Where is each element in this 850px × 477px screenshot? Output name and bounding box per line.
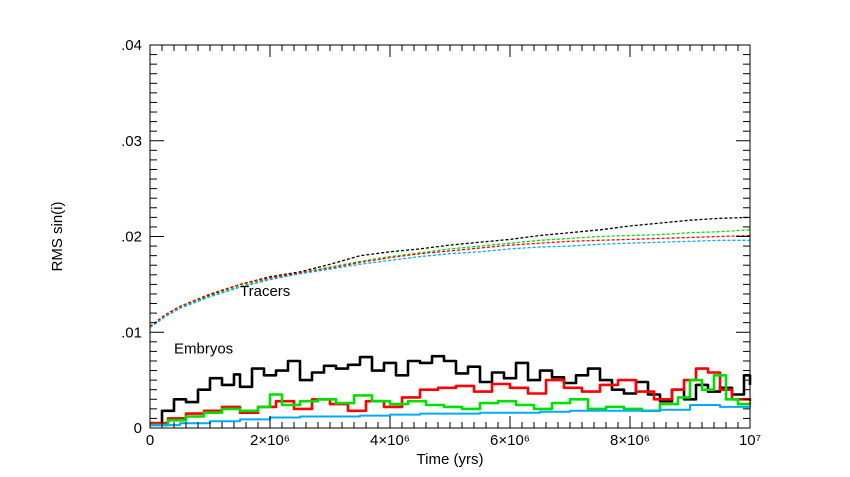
x-tick-label: 10⁷ [739,432,761,449]
y-tick-label: .02 [121,229,142,246]
y-tick-label: .01 [121,324,142,341]
y-tick-label: .04 [121,37,142,54]
series-line-tracers-3 [149,239,750,329]
series-line-embryos-6 [150,374,752,427]
plot-frame [149,44,751,429]
series-line-embryos-4 [150,354,752,425]
y-tick-label: .03 [121,133,142,150]
y-axis-label: RMS sin(i) [49,201,66,271]
series-line-tracers-2 [149,234,751,328]
annotation-tracers: Tracers [240,283,290,300]
x-axis-label: Time (yrs) [417,451,484,468]
series-line-tracers-0 [149,216,751,328]
x-tick-label: 8×10⁶ [610,432,650,449]
annotation-embryos: Embryos [174,340,233,357]
x-tick-label: 6×10⁶ [490,432,530,449]
y-tick-label: 0 [134,420,142,437]
series-layer [149,216,752,427]
x-tick-label: 2×10⁶ [250,432,290,449]
axes-layer [149,44,751,429]
labels-layer: 0 2×10⁶ 4×10⁶ 6×10⁶ 8×10⁶ 10⁷ 0 .01 .02 .03 .04 Tim… [49,37,761,468]
series-line-embryos-7 [150,404,751,427]
series-line-tracers-1 [149,229,751,328]
x-tick-label: 4×10⁶ [370,432,410,449]
x-tick-label: 0 [146,432,154,449]
